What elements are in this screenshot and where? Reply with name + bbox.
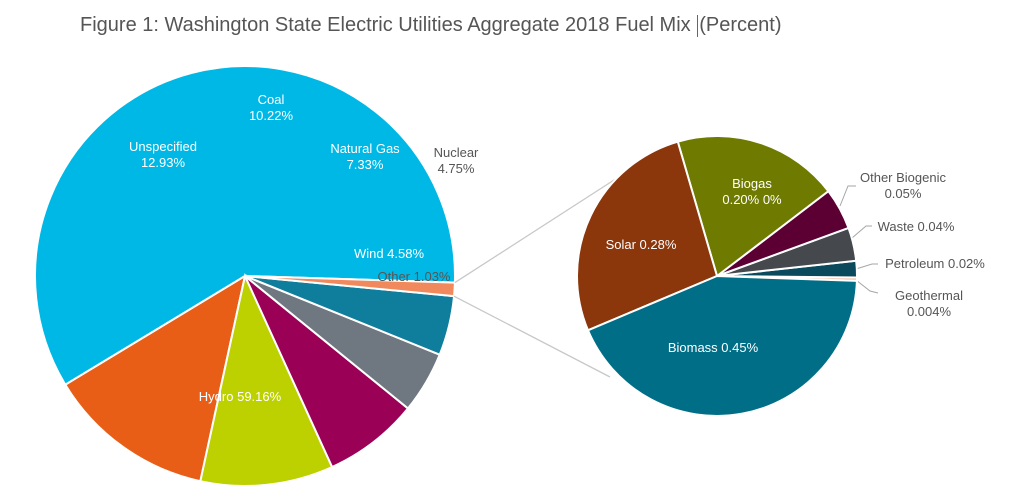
slice-solar-0-28	[576, 140, 719, 332]
label-natural-gas: Natural Gas 7.33%	[330, 141, 400, 172]
label-solar-0-28: Solar 0.28%	[606, 237, 677, 252]
label-wind-4-58: Wind 4.58%	[354, 246, 425, 261]
label-other-biogenic: Other Biogenic 0.05%	[860, 170, 946, 201]
other-breakdown-pie	[576, 135, 859, 417]
slice-biogas	[676, 135, 830, 278]
label-hydro-59-16: Hydro 59.16%	[199, 389, 282, 404]
slice-coal	[199, 272, 334, 488]
label-unspecified: Unspecified 12.93%	[129, 139, 197, 170]
label-nuclear: Nuclear 4.75%	[434, 145, 479, 176]
main-pie	[34, 65, 456, 488]
connector-line-top	[454, 170, 629, 284]
leader-line	[855, 279, 879, 294]
leader-line	[851, 225, 872, 239]
label-other-1-03: Other 1.03%	[378, 269, 451, 284]
slice-hydro-59-16	[34, 65, 456, 387]
slice-labels: Hydro 59.16% Unspecified 12.93% Coal 10.22% N…	[129, 92, 985, 404]
chart-title: Figure 1: Washington State Electric Util…	[80, 14, 782, 37]
label-biomass-0-45: Biomass 0.45%	[668, 340, 759, 355]
slice-natural-gas	[244, 275, 410, 469]
leader-line	[855, 263, 878, 270]
label-coal: Coal 10.22%	[249, 92, 294, 123]
leader-line	[839, 185, 856, 207]
label-biogas: Biogas 0.20% 0%	[722, 176, 782, 207]
label-petroleum-0-02: Petroleum 0.02%	[885, 256, 985, 271]
connector-lines	[453, 170, 879, 378]
slice-biomass-0-45	[586, 274, 858, 417]
label-geothermal: Geothermal 0.004%	[895, 288, 963, 319]
text-cursor	[697, 14, 699, 37]
label-waste-0-04: Waste 0.04%	[878, 219, 955, 234]
slice-unspecified	[63, 273, 247, 483]
connector-line-bottom	[453, 295, 611, 378]
